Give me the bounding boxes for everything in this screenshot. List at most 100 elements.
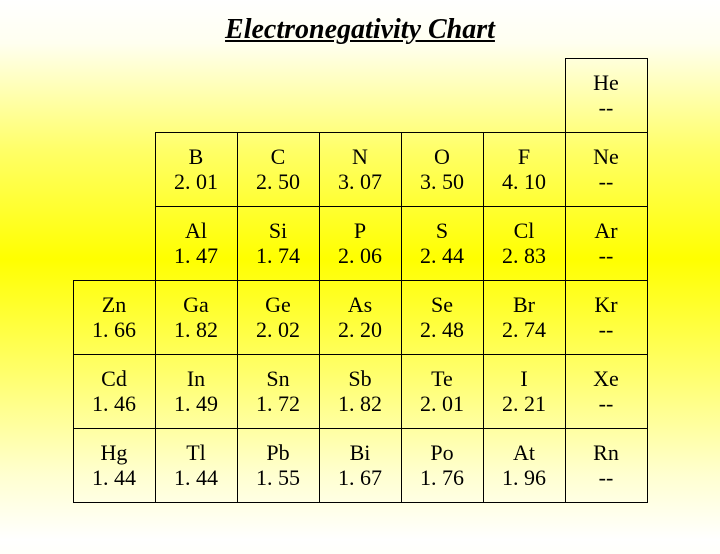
element-cell: Br2. 74 [483,280,566,355]
element-cell: Xe-- [565,354,648,429]
element-value: 2. 06 [338,243,382,268]
element-value: 2. 44 [420,243,464,268]
element-cell: Ga1. 82 [155,280,238,355]
element-symbol: Po [430,440,453,465]
element-symbol: F [518,144,530,169]
element-value: 1. 67 [338,465,382,490]
element-symbol: Si [269,218,287,243]
element-cell: As2. 20 [319,280,402,355]
element-symbol: Ne [593,144,619,169]
element-symbol: Pb [266,440,289,465]
element-symbol: Zn [102,292,126,317]
element-value: -- [599,317,614,342]
element-symbol: Al [185,218,207,243]
element-value: 2. 02 [256,317,300,342]
element-symbol: Te [431,366,453,391]
element-symbol: Se [431,292,453,317]
element-symbol: Kr [594,292,617,317]
empty-cell [237,58,319,132]
element-cell: Zn1. 66 [73,280,156,355]
element-cell: N3. 07 [319,132,402,207]
empty-cell [319,58,401,132]
element-cell: Te2. 01 [401,354,484,429]
empty-cell [73,132,155,206]
element-symbol: Sn [266,366,289,391]
element-cell: Bi1. 67 [319,428,402,503]
element-cell: O3. 50 [401,132,484,207]
element-symbol: P [354,218,366,243]
element-symbol: Ge [265,292,291,317]
element-value: 1. 74 [256,243,300,268]
element-cell: Ar-- [565,206,648,281]
element-cell: Po1. 76 [401,428,484,503]
element-cell: Tl1. 44 [155,428,238,503]
element-value: 1. 82 [174,317,218,342]
element-value: 1. 46 [92,391,136,416]
element-symbol: In [187,366,205,391]
element-symbol: Sb [348,366,371,391]
element-cell: Ge2. 02 [237,280,320,355]
element-value: -- [599,243,614,268]
element-symbol: Bi [350,440,371,465]
element-symbol: N [352,144,368,169]
element-value: 1. 82 [338,391,382,416]
element-cell: Pb1. 55 [237,428,320,503]
element-value: 1. 72 [256,391,300,416]
element-symbol: Hg [101,440,128,465]
chart-title: Electronegativity Chart [0,14,720,46]
element-cell: F4. 10 [483,132,566,207]
element-value: 3. 07 [338,169,382,194]
element-cell: Se2. 48 [401,280,484,355]
element-symbol: I [520,366,527,391]
element-cell: I2. 21 [483,354,566,429]
element-cell: C2. 50 [237,132,320,207]
element-cell: Kr-- [565,280,648,355]
element-value: -- [599,95,614,120]
element-value: 2. 83 [502,243,546,268]
element-value: 2. 20 [338,317,382,342]
element-value: 1. 44 [174,465,218,490]
element-symbol: O [434,144,450,169]
element-cell: Cd1. 46 [73,354,156,429]
element-cell: At1. 96 [483,428,566,503]
element-symbol: Cl [514,218,535,243]
element-cell: S2. 44 [401,206,484,281]
element-cell: Hg1. 44 [73,428,156,503]
element-cell: Sb1. 82 [319,354,402,429]
empty-cell [155,58,237,132]
element-symbol: Ga [183,292,209,317]
element-value: -- [599,465,614,490]
element-value: 2. 01 [174,169,218,194]
element-value: 4. 10 [502,169,546,194]
element-cell: Rn-- [565,428,648,503]
element-symbol: C [271,144,286,169]
element-symbol: Tl [186,440,206,465]
table-container: He--B2. 01C2. 50N3. 07O3. 50F4. 10Ne--Al… [0,58,720,502]
element-value: 1. 55 [256,465,300,490]
element-symbol: As [348,292,372,317]
empty-cell [483,58,565,132]
element-value: -- [599,391,614,416]
element-symbol: At [513,440,535,465]
element-value: -- [599,169,614,194]
element-value: 3. 50 [420,169,464,194]
empty-cell [73,206,155,280]
element-value: 1. 49 [174,391,218,416]
element-value: 1. 47 [174,243,218,268]
element-cell: Cl2. 83 [483,206,566,281]
periodic-table-grid: He--B2. 01C2. 50N3. 07O3. 50F4. 10Ne--Al… [73,58,647,502]
empty-cell [401,58,483,132]
element-value: 1. 44 [92,465,136,490]
element-cell: Sn1. 72 [237,354,320,429]
element-value: 2. 21 [502,391,546,416]
element-value: 1. 66 [92,317,136,342]
element-symbol: S [436,218,448,243]
empty-cell [73,58,155,132]
element-symbol: Br [513,292,535,317]
element-value: 1. 76 [420,465,464,490]
element-cell: Si1. 74 [237,206,320,281]
element-value: 2. 50 [256,169,300,194]
element-symbol: Rn [593,440,619,465]
element-symbol: B [189,144,204,169]
element-cell: B2. 01 [155,132,238,207]
